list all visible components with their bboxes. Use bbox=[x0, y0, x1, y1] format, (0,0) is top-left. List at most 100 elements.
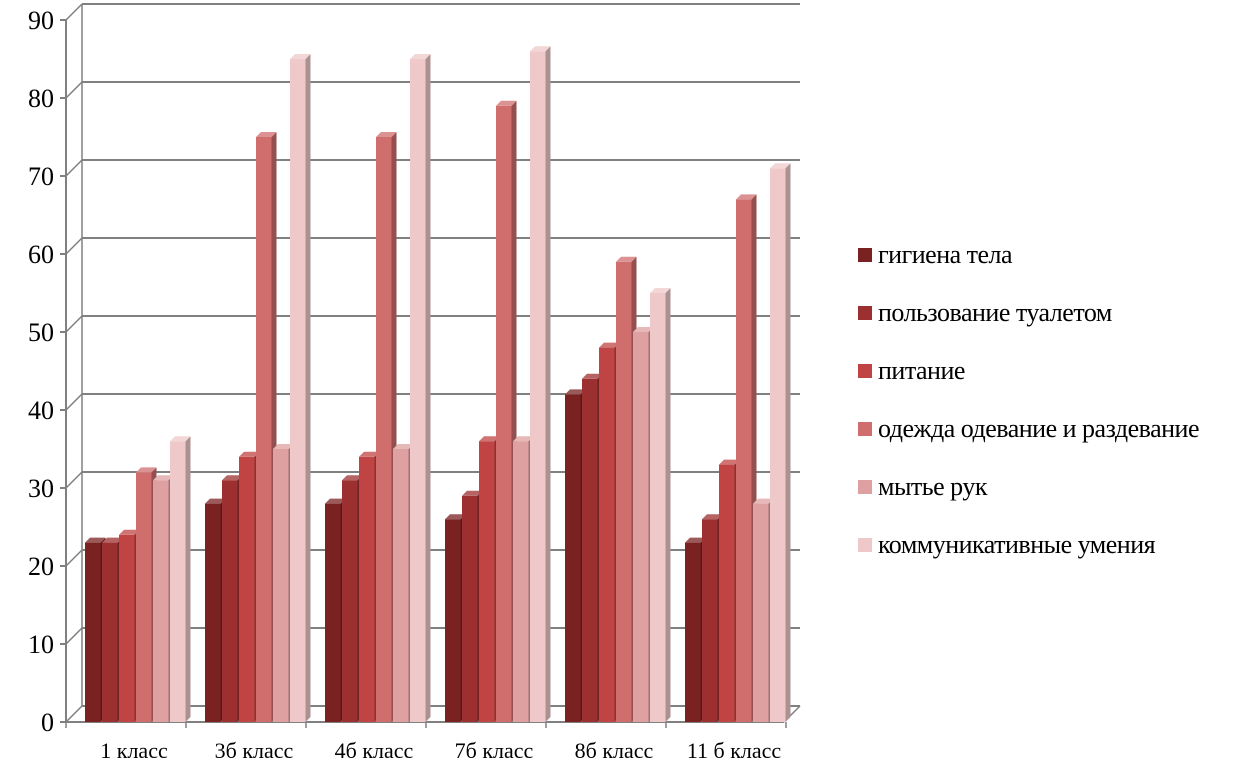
legend-item: мытье рук bbox=[858, 458, 1199, 516]
bar bbox=[170, 436, 191, 722]
bar-front bbox=[153, 480, 169, 722]
bar-front bbox=[565, 394, 581, 722]
bar-top bbox=[736, 194, 757, 200]
bar-front bbox=[136, 472, 152, 722]
y-axis-ticks: 0 10 20 30 40 50 60 70 80 90 bbox=[28, 6, 54, 737]
bar-front bbox=[462, 495, 478, 722]
gridline-diagonal bbox=[65, 3, 83, 21]
bar-front bbox=[170, 441, 186, 722]
legend-item: пользование туалетом bbox=[858, 284, 1199, 342]
bar-front bbox=[359, 456, 375, 722]
bar-front bbox=[239, 456, 255, 722]
bar-front bbox=[685, 542, 701, 722]
gridline-diagonal bbox=[65, 159, 83, 177]
legend: гигиена тела пользование туалетом питание о… bbox=[858, 226, 1199, 574]
bar-front bbox=[702, 519, 718, 722]
bar-front bbox=[650, 293, 666, 722]
bar-front bbox=[530, 51, 546, 722]
bar-front bbox=[753, 503, 769, 722]
bar-front bbox=[205, 503, 221, 722]
bar-front bbox=[410, 59, 426, 722]
bar-top bbox=[119, 529, 140, 535]
bar-side bbox=[425, 54, 431, 722]
bar-top bbox=[513, 436, 534, 442]
bar-front bbox=[513, 441, 529, 722]
bar-side bbox=[785, 163, 791, 722]
legend-label: мытье рук bbox=[878, 472, 987, 501]
bar-front bbox=[393, 449, 409, 722]
bar bbox=[530, 46, 551, 722]
bar-side bbox=[185, 436, 191, 722]
bar-front bbox=[102, 542, 118, 722]
bar-top bbox=[205, 498, 226, 504]
bar-top bbox=[462, 490, 483, 496]
bar-top bbox=[496, 100, 517, 106]
gridline-diagonal bbox=[65, 549, 83, 567]
bar-front bbox=[479, 441, 495, 722]
legend-label: коммуникативные умения bbox=[878, 530, 1156, 559]
x-tick-label: 1 класс bbox=[100, 738, 168, 763]
gridlines bbox=[60, 3, 801, 728]
gridline-diagonal bbox=[65, 705, 83, 723]
x-tick-label: 7б класс bbox=[455, 738, 534, 763]
legend-item: питание bbox=[858, 342, 1199, 400]
bar-front bbox=[582, 378, 598, 722]
bar-top bbox=[170, 436, 191, 442]
legend-item: гигиена тела bbox=[858, 226, 1199, 284]
bar-top bbox=[410, 54, 431, 59]
bar-top bbox=[136, 467, 157, 473]
y-tick-label: 50 bbox=[28, 318, 54, 347]
bar-top bbox=[753, 498, 774, 504]
bar-top bbox=[85, 537, 106, 543]
bar bbox=[290, 54, 311, 722]
bar-top bbox=[273, 444, 294, 449]
y-tick-label: 90 bbox=[28, 6, 54, 35]
y-tick-label: 0 bbox=[41, 708, 54, 737]
bar-top bbox=[445, 514, 466, 520]
y-tick-label: 40 bbox=[28, 396, 54, 425]
bar-top bbox=[650, 288, 671, 293]
bar-front bbox=[445, 519, 461, 722]
bar-top bbox=[530, 46, 551, 52]
bar-front bbox=[119, 534, 135, 722]
bar-top bbox=[719, 459, 740, 465]
bar-top bbox=[393, 444, 414, 449]
gridline-diagonal bbox=[65, 393, 83, 411]
y-tick-label: 60 bbox=[28, 240, 54, 269]
bar-front bbox=[290, 59, 306, 722]
x-tick-label: 3б класс bbox=[215, 738, 294, 763]
legend-swatch bbox=[858, 422, 872, 436]
x-tick-label: 11 б класс bbox=[687, 738, 782, 763]
bar-side bbox=[665, 288, 671, 722]
gridline-diagonal bbox=[65, 237, 83, 255]
bar-front bbox=[616, 261, 632, 722]
bar-front bbox=[496, 105, 512, 723]
legend-item: коммуникативные умения bbox=[858, 516, 1199, 574]
legend-swatch bbox=[858, 480, 872, 494]
bar-front bbox=[256, 137, 272, 722]
bar-top bbox=[582, 373, 603, 379]
bar-top bbox=[153, 475, 174, 481]
y-tick-label: 30 bbox=[28, 474, 54, 503]
bar-front bbox=[325, 503, 341, 722]
legend-swatch bbox=[858, 364, 872, 378]
bar-side bbox=[305, 54, 311, 722]
bar-top bbox=[359, 451, 380, 457]
y-tick-label: 20 bbox=[28, 552, 54, 581]
bar-top bbox=[342, 475, 363, 481]
bar-top bbox=[565, 389, 586, 395]
bar-front bbox=[599, 347, 615, 722]
legend-label: гигиена тела bbox=[878, 240, 1013, 269]
bar-top bbox=[702, 514, 723, 520]
legend-item: одежда одевание и раздевание bbox=[858, 400, 1199, 458]
bar-top bbox=[222, 475, 243, 481]
legend-label: питание bbox=[878, 356, 965, 385]
bar-top bbox=[599, 342, 620, 348]
x-axis-ticks: 1 класс 3б класс 4б класс 7б класс 8б класс 1… bbox=[100, 738, 781, 763]
bar bbox=[650, 288, 671, 722]
y-tick-label: 10 bbox=[28, 630, 54, 659]
bar-side bbox=[545, 46, 551, 722]
bar-front bbox=[376, 137, 392, 722]
bar-front bbox=[342, 480, 358, 722]
